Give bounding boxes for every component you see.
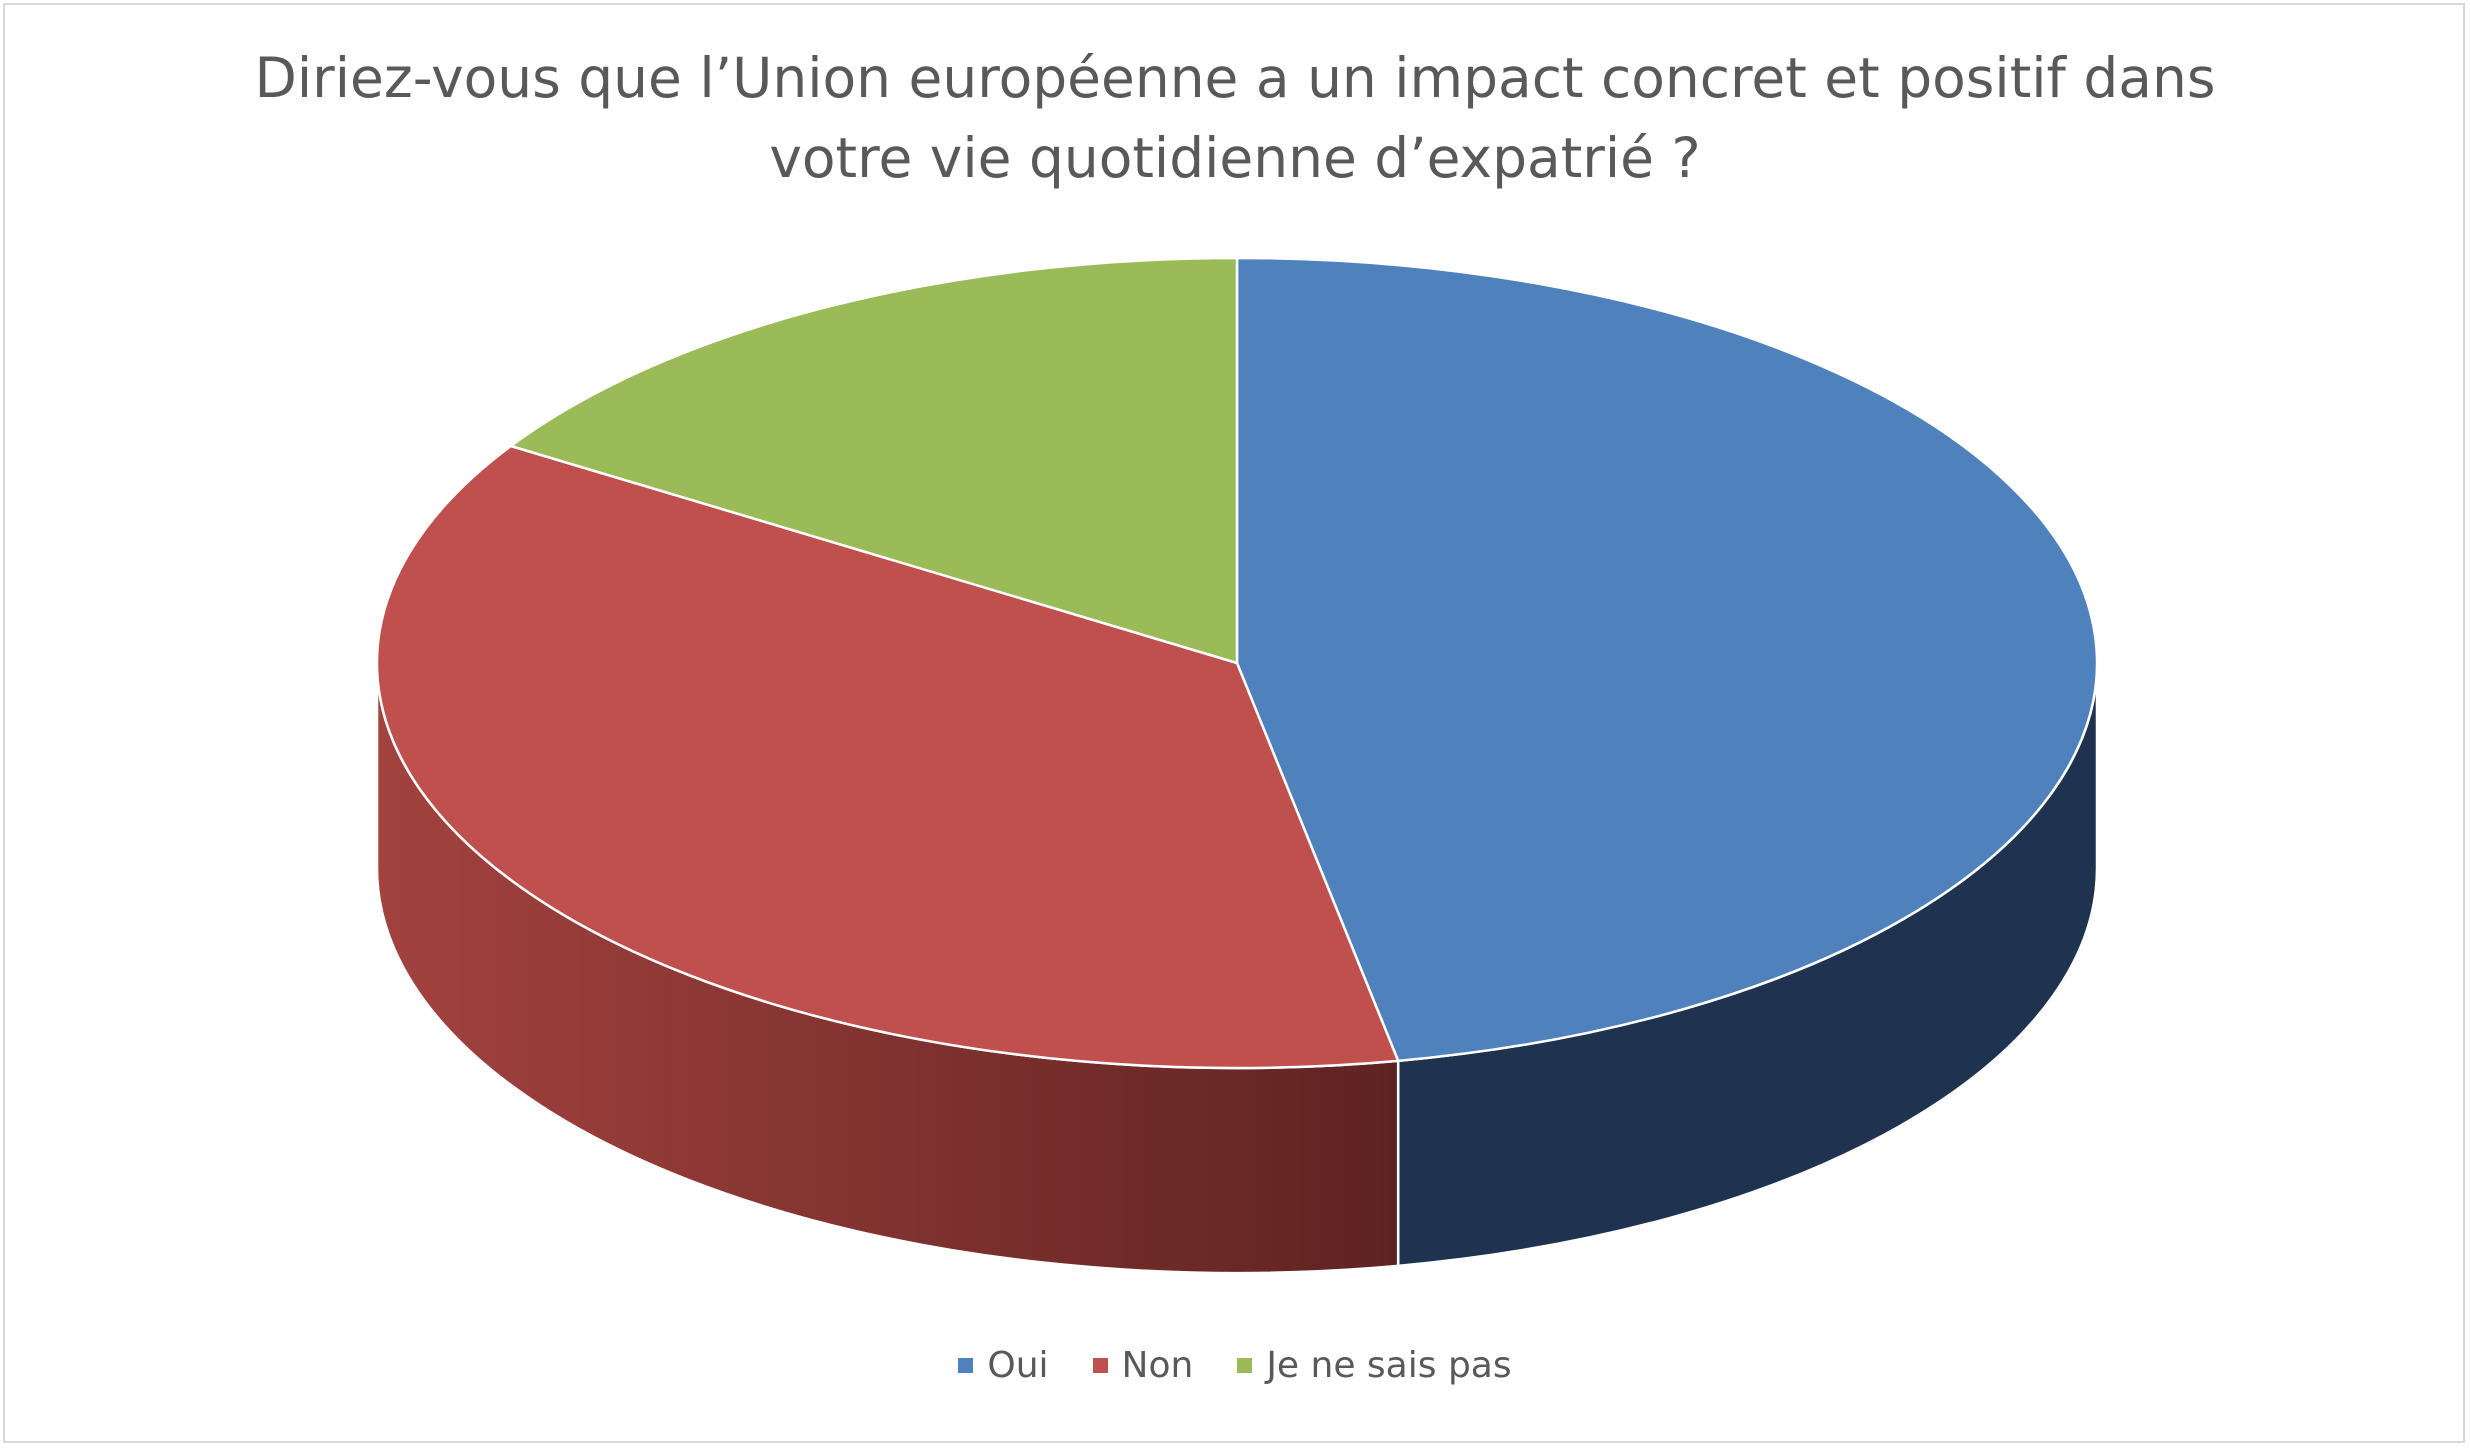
legend-item-non: Non <box>1092 1345 1194 1386</box>
legend-item-je-ne-sais-pas: Je ne sais pas <box>1237 1345 1512 1386</box>
legend: Oui Non Je ne sais pas <box>0 1345 2470 1386</box>
legend-swatch-non <box>1092 1358 1108 1373</box>
chart-title-line-2: votre vie quotidienne d’expatrié ? <box>769 126 1701 190</box>
legend-swatch-oui <box>958 1358 974 1373</box>
pie-slice-non <box>375 444 1400 1070</box>
legend-item-oui: Oui <box>958 1345 1049 1386</box>
legend-label-non: Non <box>1121 1345 1194 1386</box>
chart-title-line-1: Diriez-vous que l’Union européenne a un … <box>254 46 2216 110</box>
legend-label-oui: Oui <box>987 1345 1049 1386</box>
pie-slice-oui <box>1235 256 2099 1063</box>
legend-label-je-ne-sais-pas: Je ne sais pas <box>1266 1345 1512 1386</box>
pie-slice-je-ne-sais-pas <box>509 256 1239 665</box>
chart-title: Diriez-vous que l’Union européenne a un … <box>0 38 2470 198</box>
legend-swatch-je-ne-sais-pas <box>1237 1358 1253 1373</box>
